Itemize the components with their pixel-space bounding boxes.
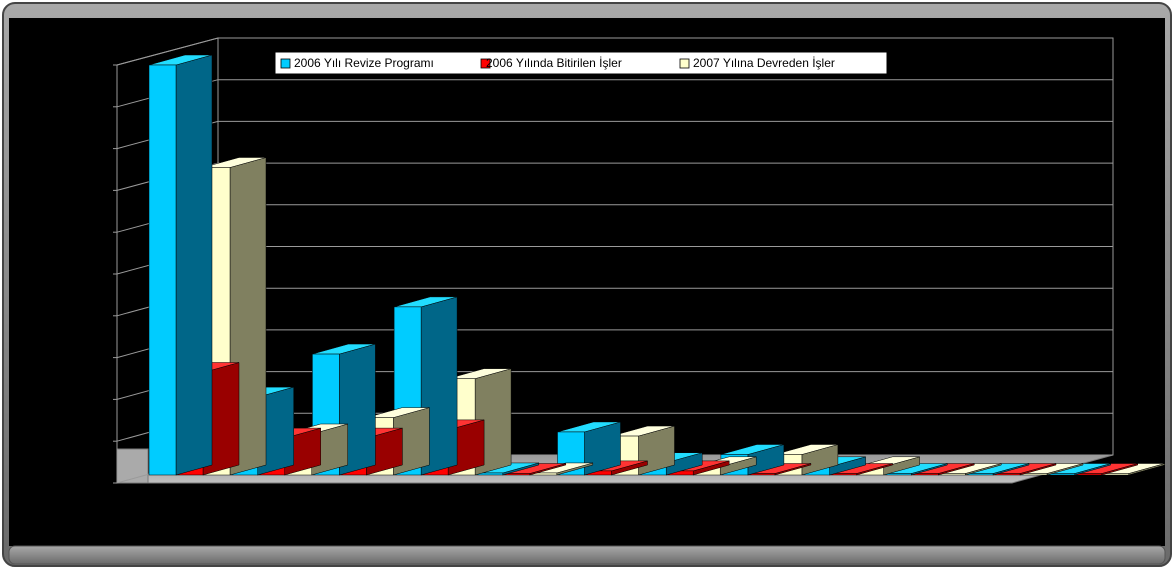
- bar: [1101, 463, 1165, 476]
- legend-label-1: 2006 Yılı Revize Programı: [294, 56, 434, 70]
- legend-box: [274, 51, 888, 75]
- legend: 2006 Yılı Revize Programı 2006 Yılında B…: [274, 51, 888, 75]
- bar: [884, 463, 948, 476]
- bar-front: [148, 64, 177, 476]
- legend-label-2: 2006 Yılında Bitirilen İşler: [486, 56, 622, 70]
- legend-item-3: 2007 Yılına Devreden İşler: [679, 56, 835, 70]
- axis-ticks: [113, 64, 118, 484]
- floor-front-edge: [116, 448, 149, 484]
- bar: [148, 54, 213, 476]
- chart-frame-bottom: [8, 545, 1166, 565]
- bars: [148, 54, 1165, 476]
- bar: [938, 463, 1002, 476]
- bar: [1047, 463, 1111, 476]
- bar-side: [175, 54, 213, 476]
- legend-swatch-2: [480, 58, 491, 69]
- bar: [965, 463, 1030, 476]
- legend-swatch-3: [679, 58, 690, 69]
- side-gridline: [116, 37, 219, 66]
- bar: [312, 343, 376, 476]
- bar: [992, 463, 1057, 476]
- legend-item-1: 2006 Yılı Revize Programı: [280, 56, 434, 70]
- bar: [829, 463, 893, 476]
- legend-swatch-1: [280, 58, 291, 69]
- legend-label-3: 2007 Yılına Devreden İşler: [693, 56, 835, 70]
- legend-item-2: 2006 Yılında Bitirilen İşler: [480, 56, 622, 70]
- bar: [502, 463, 567, 476]
